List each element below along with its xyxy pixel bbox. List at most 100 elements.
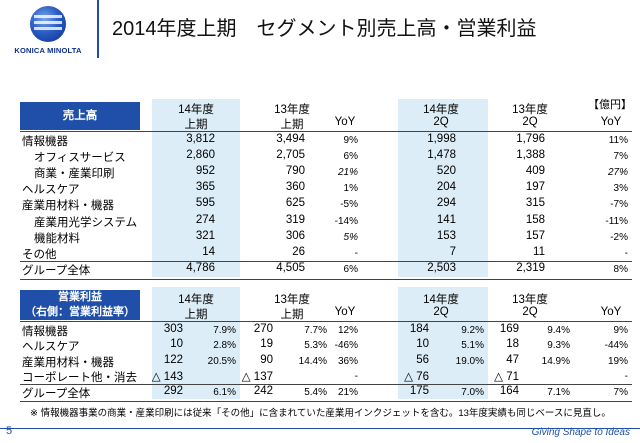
op-cell: 169 [499,323,519,335]
sales-col-header-line2: YoY [600,116,622,128]
sales-cell: 6% [343,263,358,275]
footnote: ※ 情報機器事業の商業・産業印刷には従来「その他」に含まれていた産業用インクジェ… [30,408,611,419]
op-cell: 9.2% [461,325,484,336]
sales-cell: 7 [449,245,456,258]
op-cell: 20.5% [207,355,236,367]
op-cell: 6.1% [213,386,236,398]
op-col-header-line2: 上期 [280,309,304,321]
op-header-rule [20,321,632,322]
sales-row-label: オフィスサービス [34,152,126,165]
op-row-label: コーポレート他・消去 [22,372,137,385]
op-cell: 7.0% [461,386,484,398]
op-cell: 14.9% [541,355,570,367]
op-cell: -46% [334,340,358,352]
sales-row-label: 情報機器 [22,136,68,148]
sales-cell: 197 [525,181,545,194]
page-number: 5 [6,425,13,437]
sales-col-header-line2: 2Q [522,116,538,128]
sales-cell: 6% [343,151,358,163]
sales-cell: 625 [285,197,305,210]
op-col-header-line1: 14年度 [423,294,459,306]
op-cell: △ 76 [404,371,429,384]
op-col-header-line1: 13年度 [512,294,548,306]
op-cell: 36% [337,355,358,367]
sales-cell: 21% [337,167,358,179]
sales-bottom-rule [20,278,632,280]
op-cell: 19.0% [455,355,484,367]
sales-cell: 11% [608,135,628,146]
sales-col-header-line2: 上期 [280,119,304,131]
sales-cell: 321 [195,229,215,242]
sales-col-header-line1: 13年度 [274,104,310,116]
sales-cell: 27% [607,167,628,179]
op-cell: 2.8% [213,340,236,352]
sales-cell: 274 [195,213,215,226]
sales-cell: 2,705 [276,149,305,162]
op-cell: 184 [409,323,429,335]
op-cell: 7% [613,386,628,398]
sales-cell: - [354,247,358,259]
sales-cell: 2,319 [516,261,545,274]
sales-cell: - [624,247,628,259]
sales-cell: 3% [613,183,628,195]
unit-label: 【億円】 [588,99,632,111]
op-row-label: グループ全体 [22,387,91,400]
op-cell: 10 [416,338,429,351]
sales-cell: 5% [343,231,358,243]
page-title: 2014年度上期 セグメント別売上高・営業利益 [112,18,537,40]
op-row-label: ヘルスケア [22,341,80,354]
op-cell: -44% [604,340,628,352]
op-cell: 12% [337,325,358,336]
op-cell: 19 [260,338,273,351]
logo-globe-icon [30,6,66,42]
sales-cell: 315 [525,197,545,210]
op-col-header-line2: 2Q [433,306,449,318]
sales-row-label: その他 [22,248,57,261]
op-col-header-line1: 13年度 [274,294,310,306]
op-cell: △ 71 [494,371,519,384]
sales-cell: 3,812 [186,133,215,145]
sales-header-rule [20,131,632,132]
sales-cell: 157 [525,229,545,242]
op-cell: 5.1% [461,340,484,352]
sales-col-header-line2: 上期 [184,119,208,131]
logo-text: KONICA MINOLTA [14,46,82,55]
op-cell: 292 [163,384,183,397]
op-cell: 7.7% [304,325,327,336]
tagline: Giving Shape to Ideas [531,427,630,438]
sales-cell: -5% [340,199,358,211]
sales-cell: 2,503 [427,261,456,274]
sales-cell: 9% [343,135,358,146]
sales-cell: -14% [334,215,358,227]
sales-cell: 1% [343,183,358,195]
sales-cell: 952 [195,165,215,178]
op-cell: 303 [163,323,183,335]
sales-cell: 14 [202,245,215,258]
op-cell: △ 137 [241,371,273,384]
op-cell: 9% [613,325,628,336]
op-cell: 9.3% [547,340,570,352]
sales-cell: 158 [525,213,545,226]
op-header-cell-2: （右側：営業利益率） [20,305,140,320]
op-col-header-line2: 2Q [522,306,538,318]
highlight-col-2q [398,99,488,277]
sales-cell: 1,388 [516,149,545,162]
op-total-rule [20,383,632,385]
sales-cell: 1,796 [516,133,545,145]
sales-cell: 294 [436,197,456,210]
op-cell: 90 [260,353,273,366]
op-cell: 7.9% [213,325,236,336]
op-row-label: 情報機器 [22,326,68,338]
op-cell: 175 [409,384,429,397]
highlight-col-h1-op [152,287,240,399]
sales-cell: 153 [436,229,456,242]
op-cell: 242 [253,384,273,397]
op-bottom-rule [20,401,632,402]
sales-cell: 4,786 [186,261,215,274]
sales-col-header-line2: YoY [334,116,356,128]
sales-cell: 319 [285,213,305,226]
op-col-header-line2: YoY [334,306,356,318]
sales-cell: 8% [613,263,628,275]
sales-cell: 306 [285,229,305,242]
sales-cell: -2% [610,231,628,243]
